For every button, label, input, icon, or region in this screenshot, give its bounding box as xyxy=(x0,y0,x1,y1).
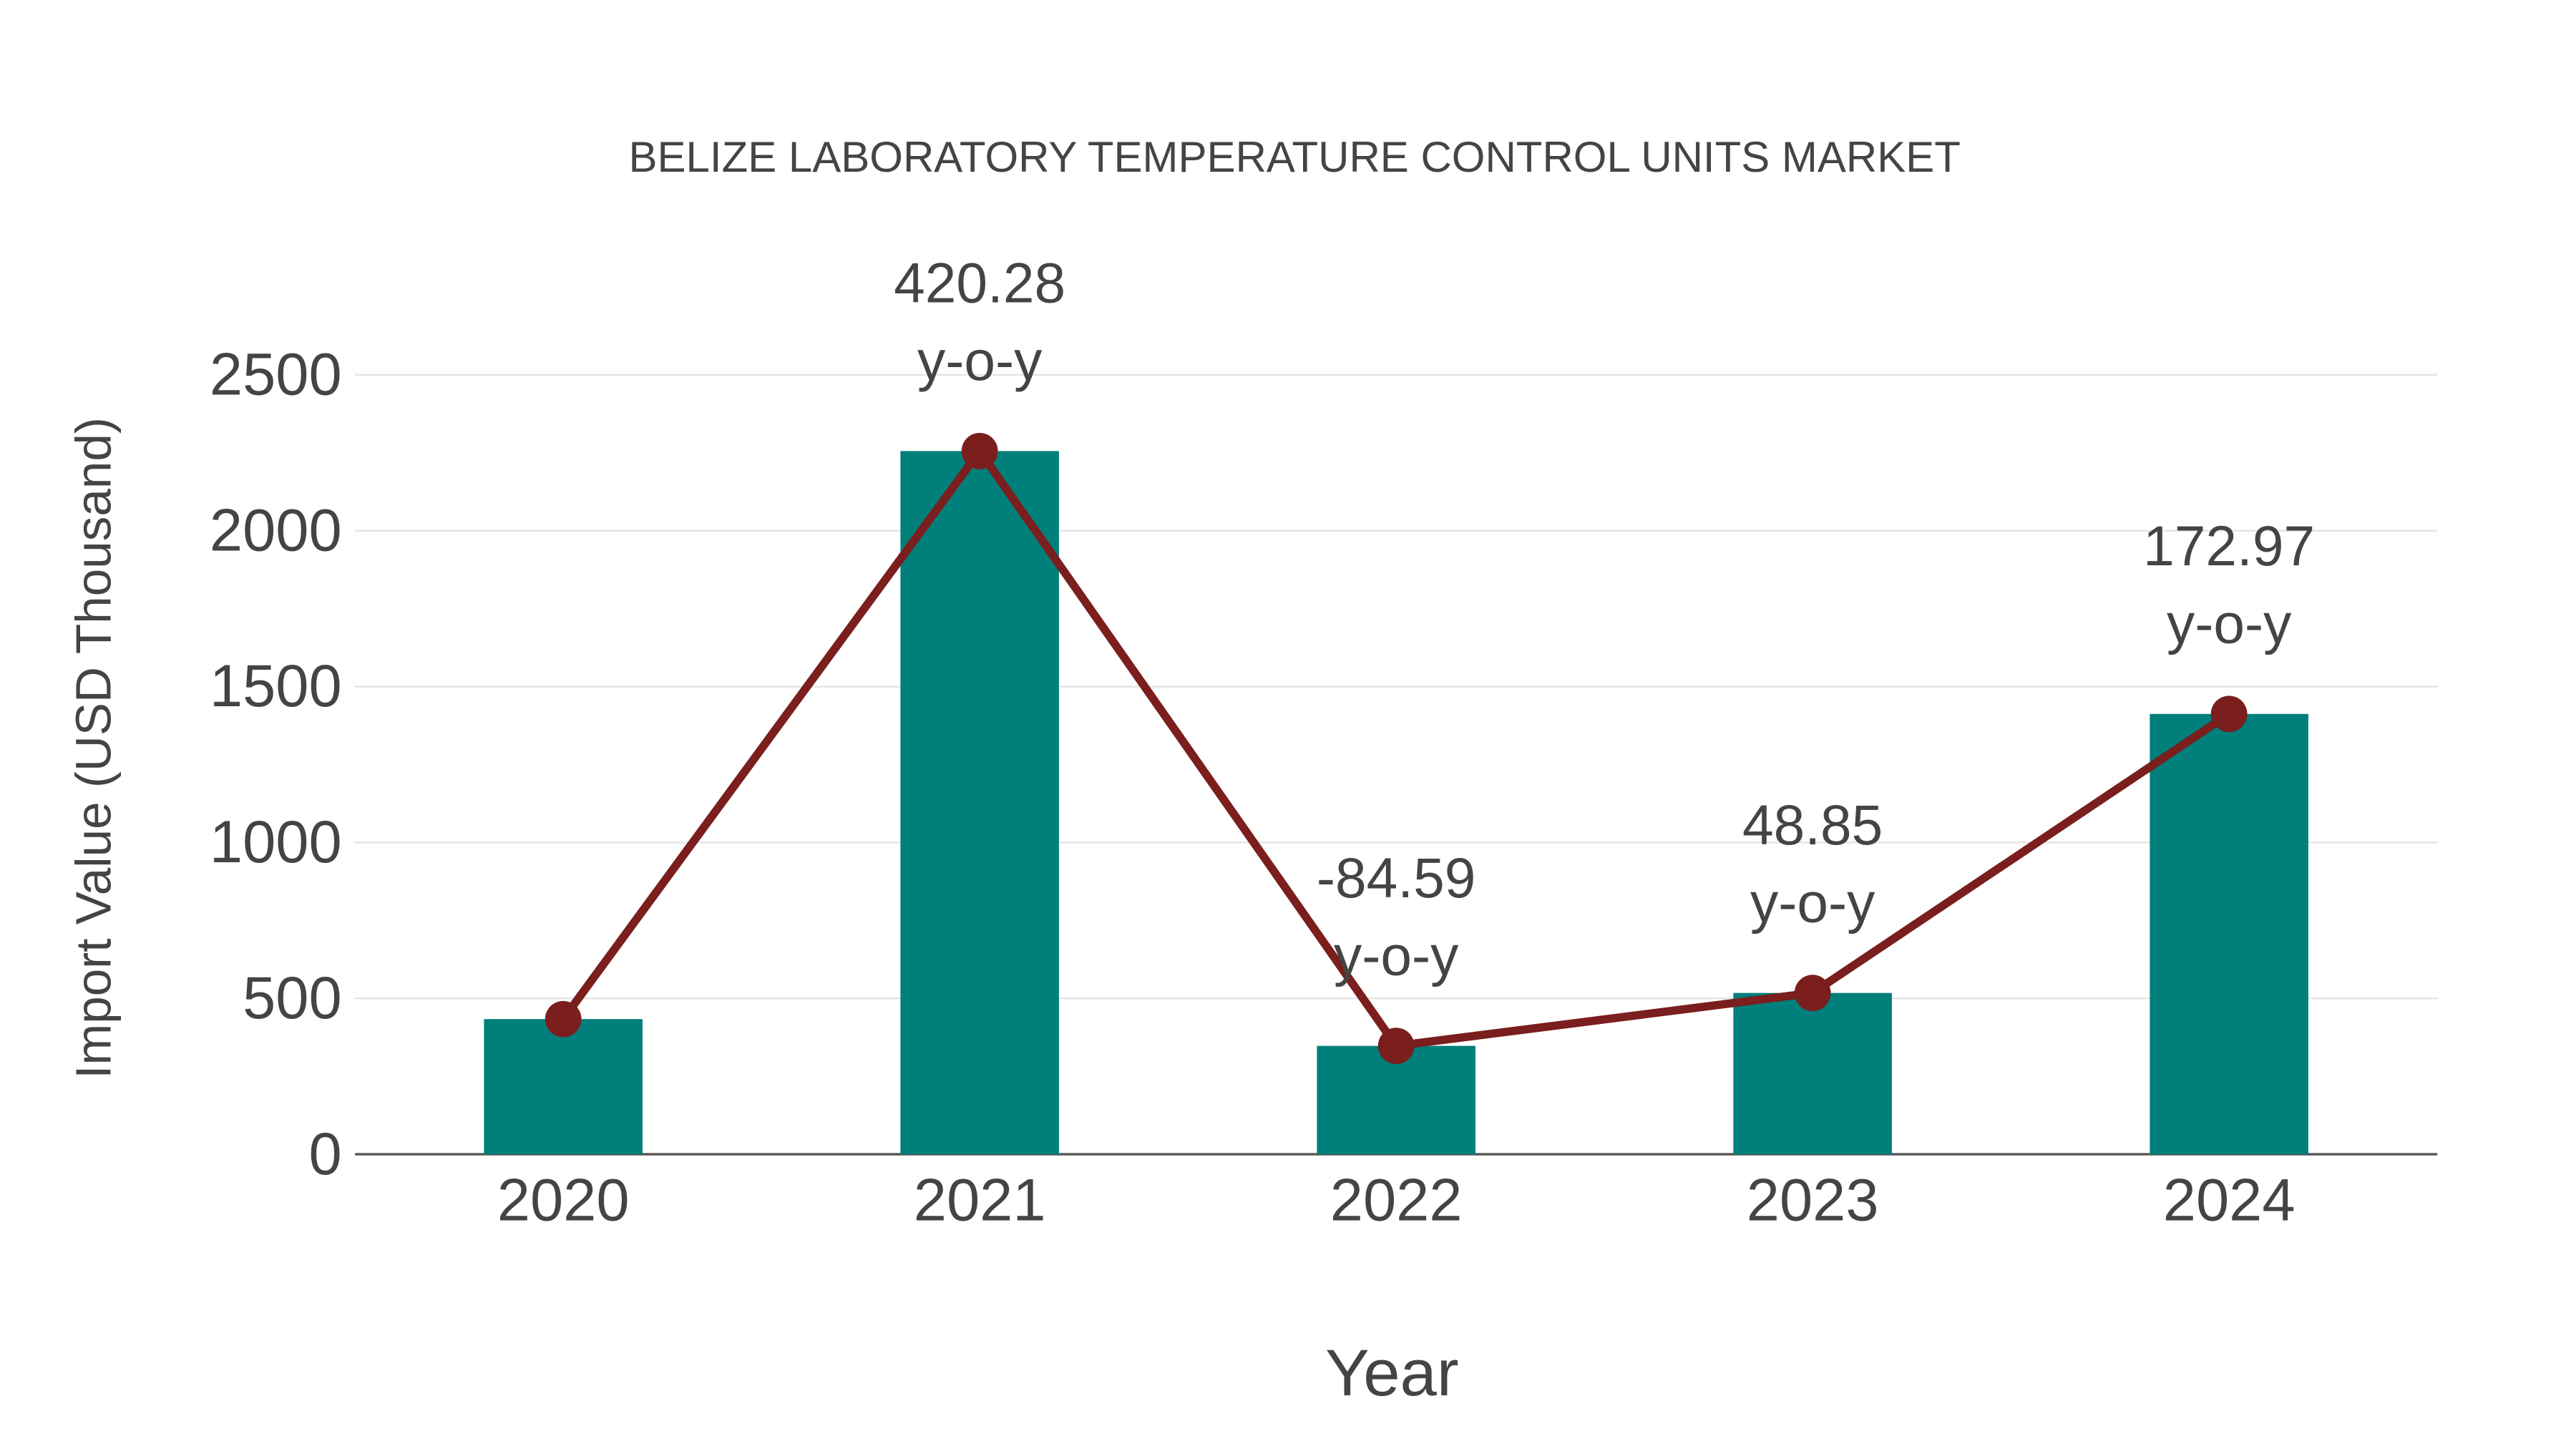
y-tick-label: 1000 xyxy=(210,809,342,875)
x-tick-labels: 2020 2021 2022 2023 2024 xyxy=(497,1166,2296,1233)
yoy-suffix-label: y-o-y xyxy=(1750,871,1875,934)
x-tick-label: 2021 xyxy=(914,1166,1046,1233)
yoy-value-label: 172.97 xyxy=(2143,514,2315,577)
yoy-suffix-label: y-o-y xyxy=(2167,592,2292,655)
y-tick-label: 2500 xyxy=(210,341,342,408)
x-axis-label: Year xyxy=(1325,1335,1458,1410)
yoy-value-label: 48.85 xyxy=(1742,794,1883,857)
line-point-2022 xyxy=(1377,1028,1415,1065)
x-tick-label: 2024 xyxy=(2163,1166,2296,1233)
line-point-2023 xyxy=(1794,975,1831,1012)
bar-2021 xyxy=(900,451,1059,1155)
annotations: 420.28 y-o-y -84.59 y-o-y 48.85 y-o-y 172.97 y-… xyxy=(894,252,2315,987)
line-point-2024 xyxy=(2210,696,2248,733)
x-tick-label: 2020 xyxy=(497,1166,630,1233)
y-tick-label: 500 xyxy=(243,965,342,1031)
x-tick-label: 2023 xyxy=(1747,1166,1879,1233)
y-tick-label: 0 xyxy=(308,1121,341,1187)
line-series xyxy=(545,432,2248,1065)
gridlines xyxy=(355,374,2438,1156)
y-tick-label: 1500 xyxy=(210,653,342,719)
bar-2023 xyxy=(1733,992,1892,1155)
y-axis-label: Import Value (USD Thousand) xyxy=(66,417,122,1079)
y-tick-labels: 0 500 1000 1500 2000 2500 xyxy=(210,341,342,1187)
line-point-2020 xyxy=(545,1000,582,1038)
bars xyxy=(484,451,2308,1155)
bar-2024 xyxy=(2150,713,2308,1155)
yoy-value-label: 420.28 xyxy=(894,252,1065,315)
yoy-suffix-label: y-o-y xyxy=(917,329,1043,392)
yoy-suffix-label: y-o-y xyxy=(1334,924,1459,987)
line-point-2021 xyxy=(961,432,998,469)
y-tick-label: 2000 xyxy=(210,497,342,563)
bar-2020 xyxy=(484,1019,643,1155)
chart-title: BELIZE LABORATORY TEMPERATURE CONTROL UN… xyxy=(628,133,1960,181)
yoy-value-label: -84.59 xyxy=(1317,847,1475,909)
x-tick-label: 2022 xyxy=(1330,1166,1463,1233)
